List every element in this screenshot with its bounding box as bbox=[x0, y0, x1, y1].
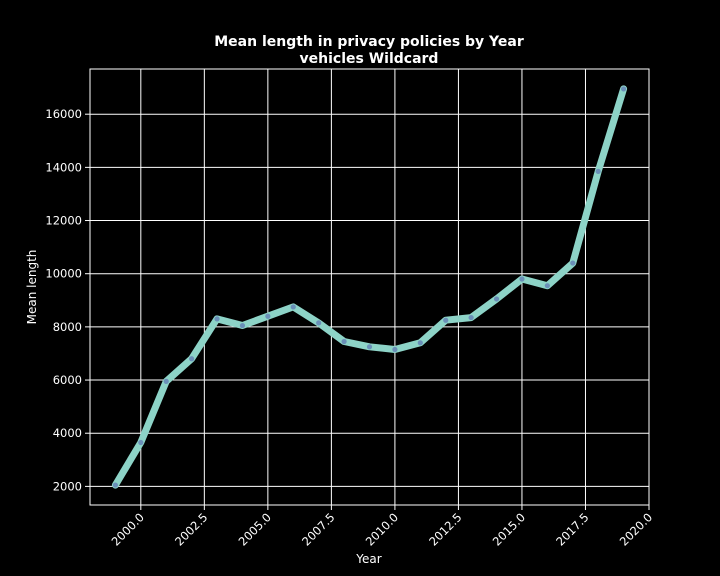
data-point bbox=[417, 340, 423, 346]
data-point bbox=[214, 316, 220, 322]
data-point bbox=[290, 304, 296, 310]
data-point bbox=[519, 276, 525, 282]
data-point bbox=[112, 482, 119, 488]
data-point bbox=[189, 356, 195, 362]
data-point bbox=[392, 346, 398, 353]
data-point bbox=[265, 313, 271, 319]
y-tick-label: 14000 bbox=[45, 160, 82, 174]
data-point bbox=[316, 320, 322, 326]
data-point bbox=[138, 439, 144, 446]
data-point bbox=[239, 322, 246, 329]
data-point bbox=[163, 378, 169, 384]
data-point bbox=[544, 283, 550, 289]
chart-subtitle: vehicles Wildcard bbox=[300, 51, 439, 67]
data-point bbox=[468, 314, 474, 321]
y-tick-label: 8000 bbox=[53, 320, 82, 334]
y-tick-label: 6000 bbox=[53, 373, 82, 387]
chart-title: Mean length in privacy policies by Year bbox=[214, 34, 524, 50]
data-point bbox=[366, 344, 373, 350]
y-tick-label: 4000 bbox=[53, 426, 82, 440]
x-axis-label: Year bbox=[355, 552, 381, 566]
y-tick-label: 10000 bbox=[45, 267, 82, 281]
y-tick-label: 16000 bbox=[45, 107, 82, 121]
series-layer bbox=[111, 85, 628, 489]
y-tick-label: 2000 bbox=[53, 479, 82, 493]
y-tick-label: 12000 bbox=[45, 214, 82, 228]
data-point bbox=[595, 168, 601, 174]
data-point bbox=[443, 317, 449, 323]
data-point bbox=[493, 296, 500, 302]
y-axis-ticks: 2000 4000 6000 8000 10000 12000 14000 16000 bbox=[45, 107, 90, 493]
data-point bbox=[620, 86, 627, 92]
data-point bbox=[570, 260, 576, 266]
plot-frame bbox=[89, 68, 650, 506]
y-axis-label: Mean length bbox=[25, 250, 39, 325]
data-point bbox=[341, 338, 347, 345]
